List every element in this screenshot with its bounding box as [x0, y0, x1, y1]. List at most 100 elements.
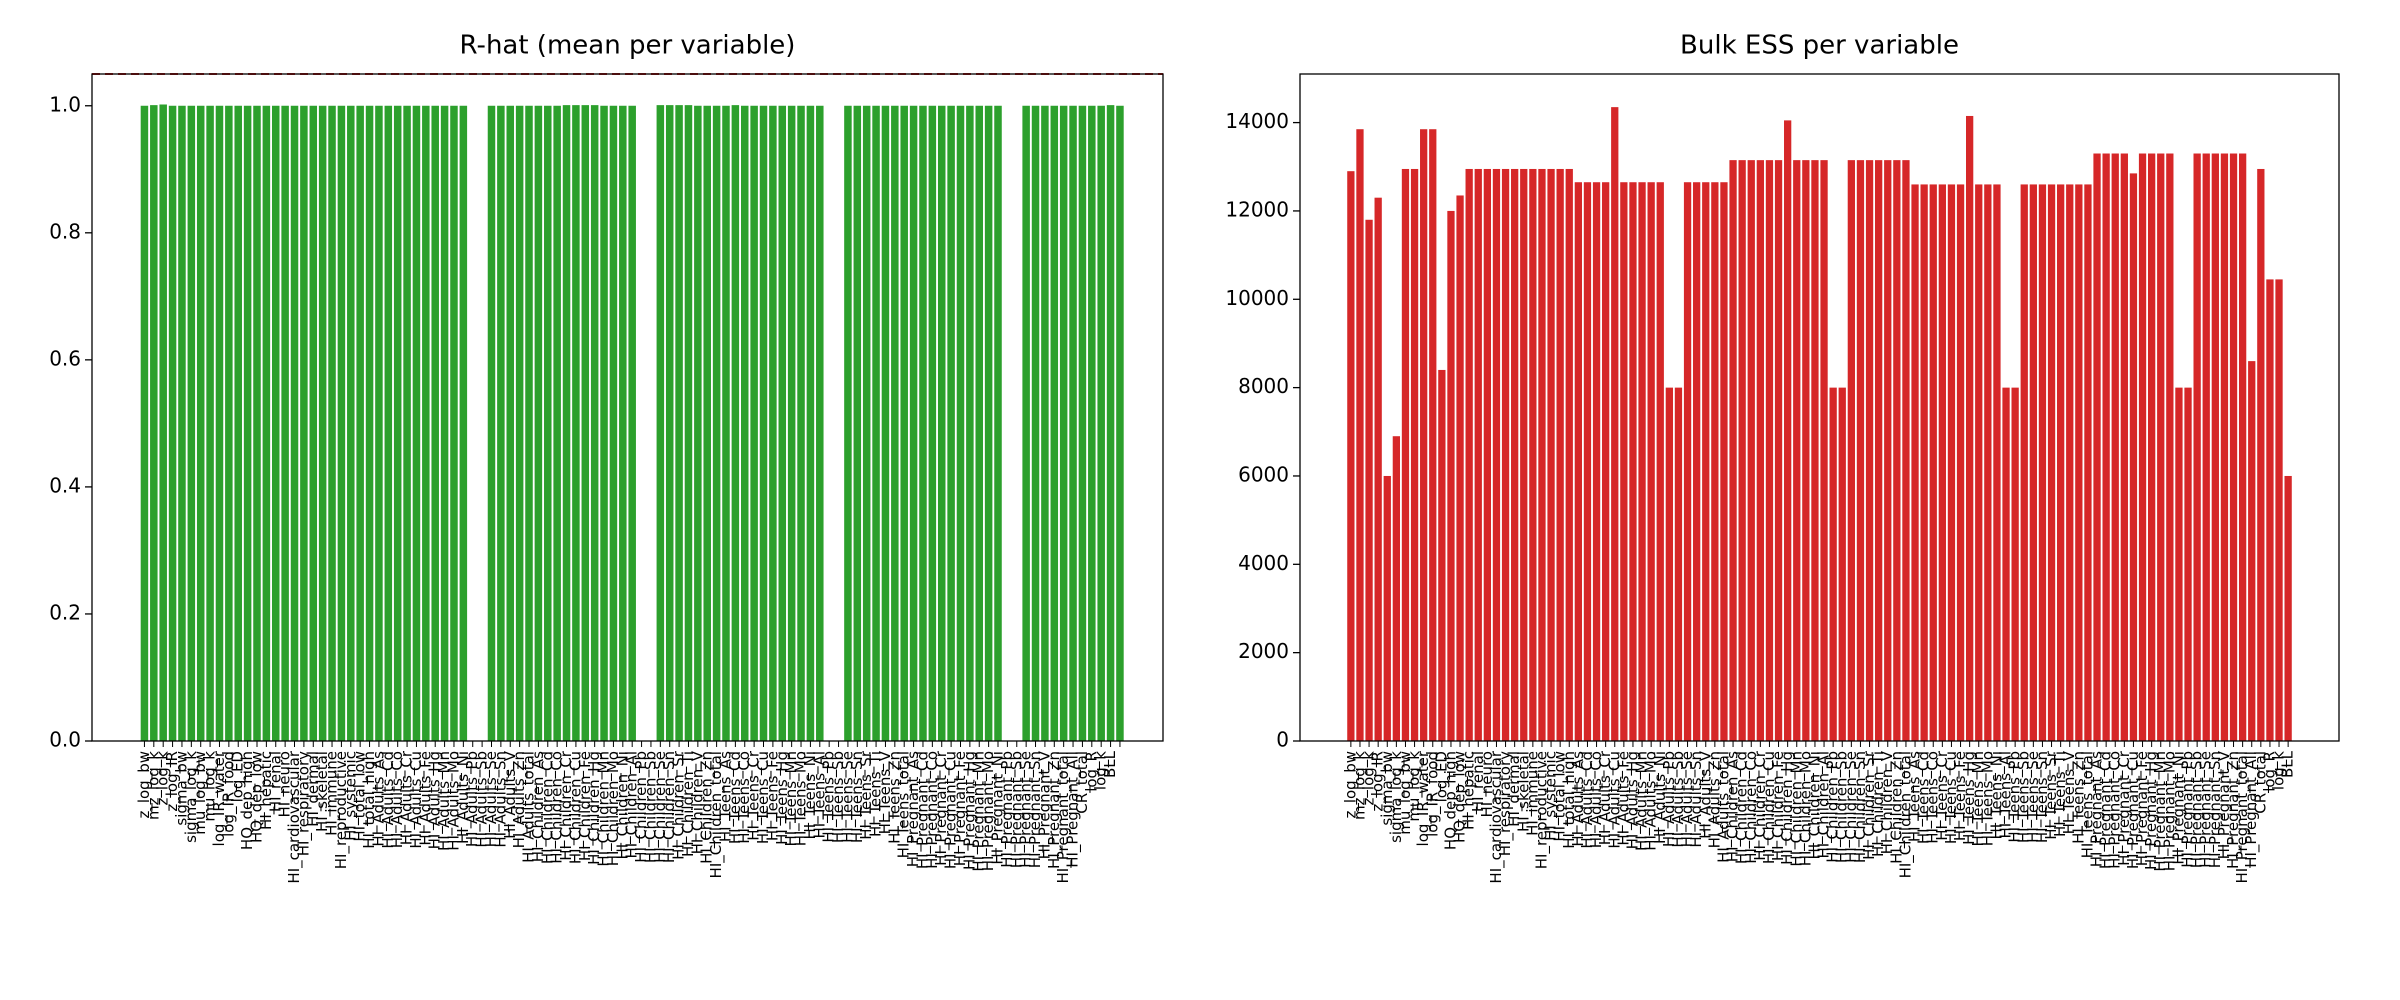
- bar: [872, 105, 880, 741]
- bar: [712, 105, 721, 741]
- bar: [1383, 475, 1391, 741]
- x-tick-label: HI_Adults_As: [369, 751, 388, 847]
- x-tick-label: HI_cardiovascular: [285, 750, 304, 883]
- bar: [1447, 210, 1455, 741]
- y-tick-label: 0.2: [49, 600, 81, 624]
- x-tick-label: HI_Teens_Ni: [1987, 751, 2006, 839]
- x-tick-label: HI_Teens_Cd: [1915, 751, 1934, 844]
- x-tick-label: HI_systemic: [341, 751, 360, 841]
- x-tick-label: HI_Teens_Mn: [782, 751, 801, 847]
- bar: [956, 105, 965, 741]
- bar: [1592, 182, 1601, 741]
- x-tick-label: HI_immune: [323, 751, 342, 836]
- x-tick-label: HI_Teens_Cu: [754, 751, 773, 844]
- bar: [1720, 182, 1728, 741]
- bar: [1738, 160, 1746, 742]
- bar: [525, 105, 533, 741]
- x-tick-label: HI_Adults_Cr: [398, 750, 417, 845]
- x-tick-label: HI_dermal: [304, 751, 323, 827]
- bar: [375, 105, 383, 741]
- bar: [2057, 184, 2065, 741]
- bar: [619, 105, 627, 741]
- bar: [1920, 184, 1928, 741]
- bar: [1392, 436, 1401, 741]
- bar: [300, 105, 308, 741]
- bar: [1938, 184, 1946, 741]
- bar: [750, 105, 758, 741]
- x-tick-label: HI_Teens_Mo: [792, 751, 811, 846]
- x-tick-label: HI_Adults_Cu: [1605, 751, 1624, 849]
- bar: [1106, 105, 1115, 742]
- bar: [1784, 120, 1792, 741]
- x-tick-label: HI_Teens_Zn: [2069, 751, 2088, 844]
- bar: [778, 105, 787, 741]
- x-tick-label: log_IR_water: [210, 750, 229, 846]
- bar: [1465, 168, 1473, 741]
- bar: [2266, 279, 2274, 741]
- x-tick-label: z_log_IR: [1369, 751, 1388, 812]
- x-tick-label: HI_Adults_Ni: [1651, 751, 1670, 844]
- x-tick-label: HI_Children_Ti: [1869, 751, 1888, 857]
- x-tick-label: HI_Adults_As: [1569, 751, 1588, 847]
- x-tick-label: log_k: [1092, 751, 1111, 790]
- x-tick-label: HI_systemic: [1542, 751, 1561, 841]
- bar: [2229, 153, 2238, 741]
- x-tick-label: HI_Adults_Mn: [1633, 751, 1652, 851]
- bar: [1620, 182, 1628, 741]
- bar: [900, 105, 908, 741]
- x-tick-label: log_IR_water: [1414, 750, 1433, 846]
- bar: [2029, 184, 2037, 741]
- y-tick-label: 6000: [1238, 462, 1289, 486]
- bar: [1031, 105, 1040, 741]
- x-tick-label: HI_Teens_Fe: [763, 751, 782, 841]
- bar: [2275, 279, 2283, 741]
- bar: [2129, 173, 2138, 741]
- bar: [1520, 168, 1528, 741]
- x-tick-label: HI_total_high: [360, 751, 379, 849]
- bar: [891, 105, 899, 741]
- x-tick-label: HI_Children_As: [1724, 751, 1743, 862]
- bar: [1856, 160, 1865, 742]
- chart-title: R-hat (mean per variable): [460, 31, 796, 61]
- x-tick-label: HI_Children_Sn: [660, 751, 679, 863]
- x-tick-label: HI_Teens_Sb: [829, 751, 848, 843]
- x-tick-label: HI_Teens_Sb: [2015, 751, 2034, 843]
- bar: [2238, 153, 2247, 741]
- y-tick-label: 0.4: [49, 473, 81, 497]
- bar: [1756, 160, 1764, 742]
- bar: [1574, 182, 1582, 741]
- bar: [609, 105, 618, 741]
- y-tick-label: 10000: [1225, 286, 1289, 310]
- bar: [2047, 184, 2056, 741]
- bar: [919, 105, 927, 741]
- x-tick-label: HI_Children_Al: [623, 751, 642, 859]
- bar: [2248, 361, 2256, 741]
- x-tick-label: HI_Teens_As: [1906, 751, 1925, 842]
- bar: [403, 105, 411, 741]
- bar: [422, 105, 430, 741]
- x-tick-label: HI_Adults_Zn: [1705, 751, 1724, 848]
- x-tick-label: HI_Adults_Se: [1678, 751, 1697, 847]
- bar: [2211, 153, 2219, 741]
- x-tick-label: HI_Pregnant_Sn: [2206, 751, 2225, 868]
- x-tick-label: HI_Adults_Fe: [1614, 751, 1633, 846]
- x-tick-label: HI_reproductive: [1532, 751, 1551, 869]
- x-tick-label: sigma_log_k: [182, 751, 201, 843]
- x-tick-label: HI_Teens_Co: [1924, 751, 1943, 844]
- x-tick-label: HI_Teens_Fe: [1951, 751, 1970, 841]
- x-tick-label: HI_Children_total: [1896, 751, 1915, 878]
- x-tick-label: z_log_bw: [1341, 751, 1360, 819]
- bar: [487, 105, 496, 741]
- x-tick-label: log_R: [1082, 751, 1101, 792]
- bar: [2111, 153, 2119, 741]
- bar: [2157, 153, 2165, 741]
- x-tick-label: log_ED: [229, 751, 248, 802]
- x-tick-label: z_log_IR: [163, 751, 182, 812]
- x-tick-label: HI_Teens_Zn: [885, 751, 904, 844]
- bar: [665, 105, 674, 742]
- x-tick-label: HI_Adults_Cr: [1596, 750, 1615, 845]
- x-tick-label: HI_Pregnant_Mo: [979, 751, 998, 871]
- x-tick-label: HI_Pregnant_Cr: [2115, 750, 2134, 866]
- x-tick-label: HI_Pregnant_total: [1054, 751, 1073, 883]
- x-tick-label: HI_Children_Cr: [557, 750, 576, 861]
